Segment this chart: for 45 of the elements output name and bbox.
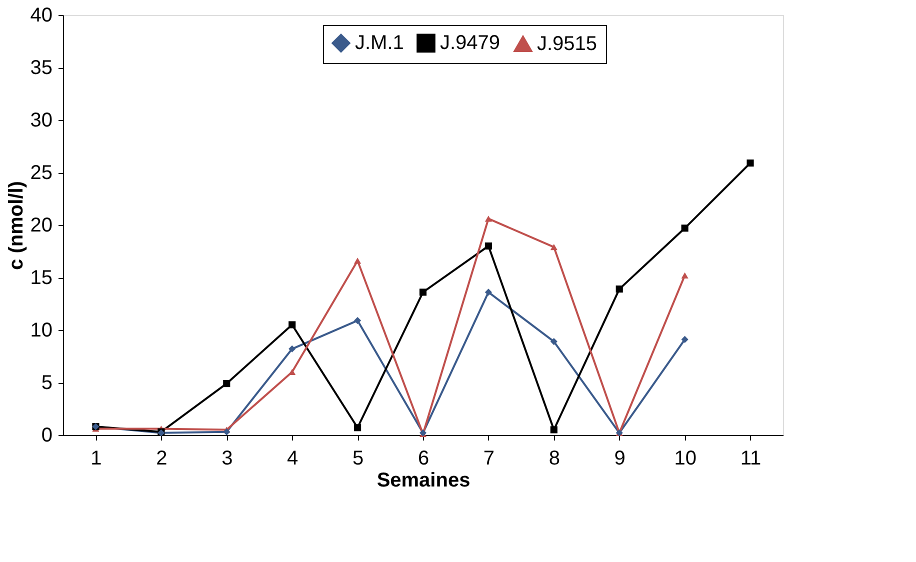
legend-label: J.9479: [440, 32, 500, 54]
x-tick-label: 7: [483, 448, 495, 470]
y-tick-label: 10: [30, 320, 52, 342]
y-tick-label: 35: [30, 57, 52, 79]
point: [354, 317, 362, 324]
point: [484, 216, 492, 222]
point: [681, 224, 688, 232]
x-tick-label: 6: [418, 448, 430, 470]
point: [419, 288, 427, 296]
x-tick-label: 5: [352, 448, 364, 470]
y-tick-label: 15: [30, 267, 52, 289]
y-tick-label: 40: [30, 4, 52, 26]
point: [681, 336, 688, 343]
x-tick-label: 8: [548, 448, 560, 470]
legend-label: J.9515: [537, 32, 598, 55]
point: [484, 242, 492, 250]
point: [484, 288, 492, 296]
x-tick-label: 2: [156, 448, 168, 470]
point: [616, 286, 623, 293]
point: [288, 345, 296, 352]
y-tick-label: 25: [30, 162, 52, 184]
y-tick-label: 20: [30, 214, 52, 236]
point: [550, 426, 558, 434]
point: [354, 424, 362, 432]
x-tick-label: 4: [287, 448, 298, 470]
point: [550, 338, 558, 346]
x-tick-label: 11: [740, 448, 762, 470]
point: [223, 428, 230, 436]
point: [550, 244, 558, 250]
point: [681, 272, 688, 278]
point: [288, 368, 296, 376]
x-tick-label: 1: [90, 448, 102, 470]
y-tick-label: 30: [30, 110, 52, 132]
y-axis-title: c (nmol/l): [5, 181, 28, 270]
x-tick-label: 10: [674, 448, 696, 470]
point: [354, 258, 362, 264]
point: [223, 380, 230, 388]
point: [746, 160, 754, 167]
y-tick-label: 5: [41, 372, 52, 394]
x-tick-label: 9: [614, 448, 626, 470]
x-tick-label: 3: [222, 448, 233, 470]
y-tick-label: 0: [41, 424, 52, 446]
point: [288, 321, 296, 328]
x-axis-title: Semaines: [376, 470, 470, 492]
legend-label: J.M.1: [355, 32, 404, 54]
